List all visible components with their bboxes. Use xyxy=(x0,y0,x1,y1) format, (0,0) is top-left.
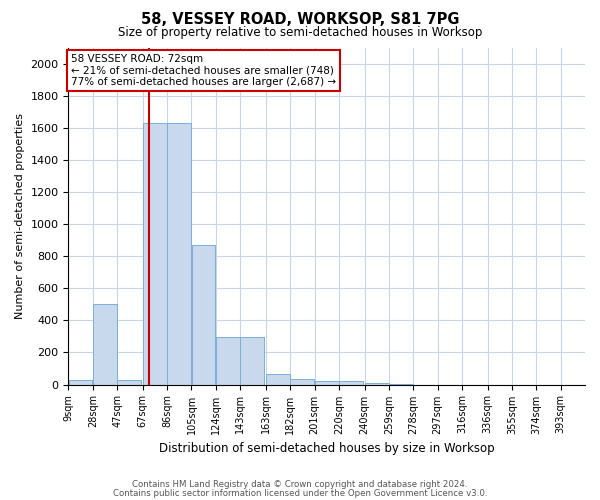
Bar xyxy=(241,337,264,384)
Text: 58 VESSEY ROAD: 72sqm
← 21% of semi-detached houses are smaller (748)
77% of sem: 58 VESSEY ROAD: 72sqm ← 21% of semi-deta… xyxy=(71,54,336,87)
Bar xyxy=(266,374,290,384)
X-axis label: Distribution of semi-detached houses by size in Worksop: Distribution of semi-detached houses by … xyxy=(159,442,494,455)
Bar xyxy=(143,123,167,384)
Bar xyxy=(167,123,191,384)
Text: Size of property relative to semi-detached houses in Worksop: Size of property relative to semi-detach… xyxy=(118,26,482,39)
Bar xyxy=(192,245,215,384)
Text: Contains HM Land Registry data © Crown copyright and database right 2024.: Contains HM Land Registry data © Crown c… xyxy=(132,480,468,489)
Bar xyxy=(339,382,363,384)
Bar xyxy=(216,337,240,384)
Bar xyxy=(315,380,338,384)
Y-axis label: Number of semi-detached properties: Number of semi-detached properties xyxy=(15,113,25,319)
Bar xyxy=(93,304,117,384)
Text: 58, VESSEY ROAD, WORKSOP, S81 7PG: 58, VESSEY ROAD, WORKSOP, S81 7PG xyxy=(141,12,459,28)
Bar xyxy=(118,380,141,384)
Bar xyxy=(290,379,314,384)
Bar xyxy=(365,383,389,384)
Bar xyxy=(69,380,92,384)
Text: Contains public sector information licensed under the Open Government Licence v3: Contains public sector information licen… xyxy=(113,488,487,498)
